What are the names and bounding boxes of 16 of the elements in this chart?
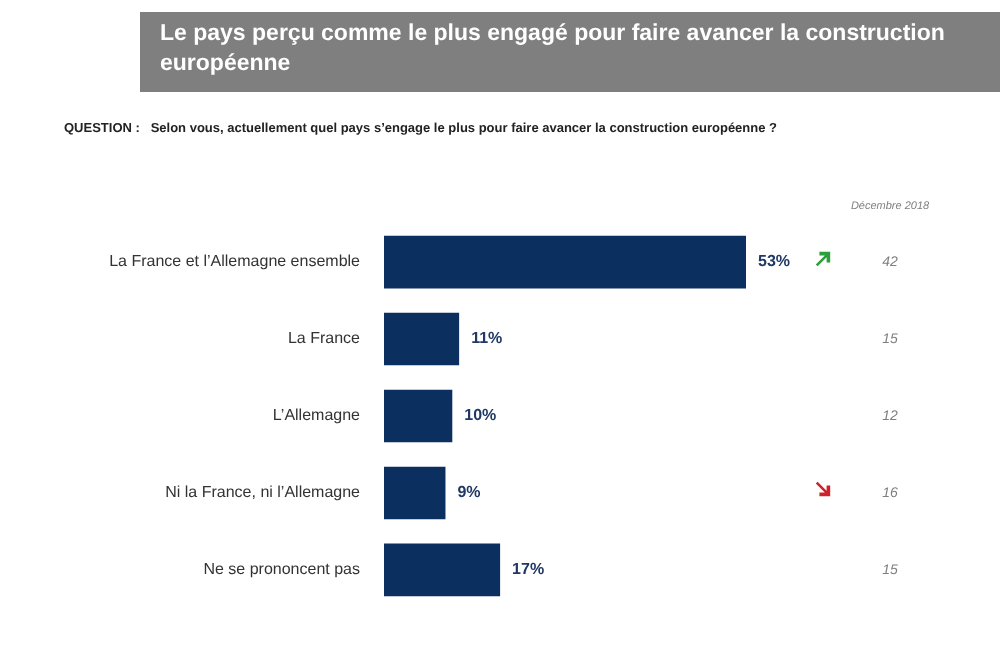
data-label: 17% <box>512 560 545 579</box>
data-label: 10% <box>464 406 497 425</box>
chart-title: Le pays perçu comme le plus engagé pour faire avancer la construction européenne <box>140 12 1000 92</box>
bar <box>384 389 453 443</box>
data-label: 9% <box>457 483 481 502</box>
y-tick-label: Ne se prononcent pas <box>203 560 360 579</box>
y-tick-label: La France <box>287 329 362 348</box>
y-tick-label: L’Allemagne <box>272 406 362 425</box>
bar <box>384 235 746 289</box>
bar <box>384 312 460 366</box>
bar <box>384 543 501 597</box>
y-tick-label: La France et l’Allemagne ensemble <box>109 252 362 271</box>
y-tick-label: Ni la France, ni l’Allemagne <box>165 483 362 502</box>
bar <box>384 466 446 520</box>
data-label: 11% <box>471 329 503 348</box>
data-label: 53% <box>758 252 791 271</box>
